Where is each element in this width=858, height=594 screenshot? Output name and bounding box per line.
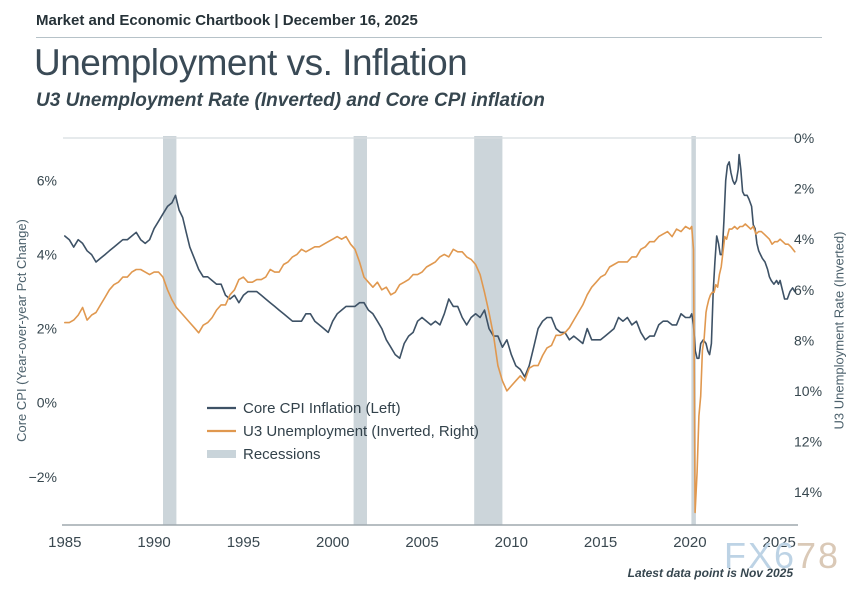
x-tick-label: 2005 <box>405 534 438 551</box>
legend-label-2: Recessions <box>243 446 321 463</box>
header-divider <box>36 37 822 38</box>
x-tick-label: 1995 <box>227 534 260 551</box>
watermark: FX678 <box>724 538 840 574</box>
legend-label-0: Core CPI Inflation (Left) <box>243 400 401 417</box>
right-tick-label: 8% <box>794 332 814 348</box>
x-tick-label: 2000 <box>316 534 349 551</box>
right-tick-label: 6% <box>794 282 814 298</box>
right-tick-label: 2% <box>794 181 814 197</box>
left-tick-label: 2% <box>37 321 57 337</box>
x-tick-label: 1990 <box>137 534 170 551</box>
left-tick-label: −2% <box>29 469 57 485</box>
watermark-blue-part: FX6 <box>724 535 797 576</box>
right-tick-label: 14% <box>794 484 822 500</box>
footnote: Latest data point is Nov 2025 <box>627 566 793 580</box>
page-title: Unemployment vs. Inflation <box>34 42 468 83</box>
left-tick-label: 0% <box>37 395 57 411</box>
page-subtitle: U3 Unemployment Rate (Inverted) and Core… <box>36 90 545 111</box>
right-tick-label: 12% <box>794 434 822 450</box>
right-tick-label: 0% <box>794 130 814 146</box>
x-tick-label: 1985 <box>48 534 81 551</box>
left-tick-label: 6% <box>37 173 57 189</box>
unemployment-line <box>64 223 796 514</box>
kicker: Market and Economic Chartbook | December… <box>36 12 418 29</box>
recession-band <box>474 136 503 525</box>
right-tick-label: 10% <box>794 383 822 399</box>
x-tick-label: 2020 <box>673 534 706 551</box>
recession-band <box>163 136 177 525</box>
right-tick-label: 4% <box>794 231 814 247</box>
legend-swatch-2 <box>207 450 236 458</box>
left-tick-label: 4% <box>37 247 57 263</box>
legend-label-1: U3 Unemployment (Inverted, Right) <box>243 423 479 440</box>
x-tick-label: 2010 <box>495 534 528 551</box>
x-tick-label: 2025 <box>763 534 796 551</box>
watermark-tan-part: 78 <box>796 535 841 576</box>
recession-band <box>353 136 367 525</box>
x-tick-label: 2015 <box>584 534 617 551</box>
